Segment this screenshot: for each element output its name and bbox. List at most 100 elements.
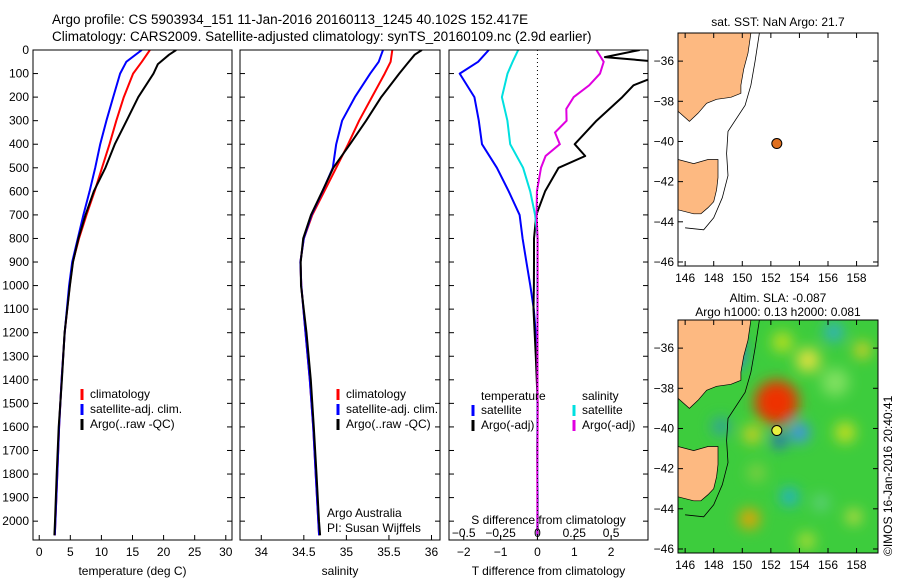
sla-map-lat-label: −36 [654,341,675,355]
temperature-series-satellite [53,50,143,536]
sla-map-australia-land [678,320,752,409]
diff-s-tick-label: −0.5 [452,526,476,540]
sla-map-sla-anomalies [711,322,871,549]
salinity-series-argo [299,50,423,536]
sst-map-shelf-contour [685,33,760,231]
diff-t-tick-label: 1 [571,545,578,559]
diff-t-tick-label: −2 [457,545,471,559]
sla-map-title: Altim. SLA: -0.087 [730,291,827,305]
header-line-2: Climatology: CARS2009. Satellite-adjuste… [52,29,592,44]
depth-tick-label: 1000 [2,279,29,293]
sla-map-lon-label: 152 [761,558,781,572]
institution-label: Argo Australia [327,506,402,520]
sla-map-anomaly-blob [739,508,760,529]
temperature-legend-label: Argo(..raw -QC) [90,417,175,431]
sla-map-anomaly-blob [780,487,799,506]
diff-t-tick-label: −1 [494,545,508,559]
depth-tick-label: 2000 [2,514,29,528]
sla-map-lat-label: −40 [654,421,675,435]
sla-map-anomaly-blob [846,509,861,524]
temperature-tick-label: 0 [36,545,43,559]
diff-t-tick-label: 2 [608,545,615,559]
sst-map-australia-land [678,33,752,122]
temperature-tick-label: 5 [67,545,74,559]
depth-tick-label: 1300 [2,349,29,363]
sla-map-lat-label: −44 [654,502,675,516]
depth-tick-label: 1600 [2,420,29,434]
diff-s-tick-label: 0.25 [563,526,587,540]
sla-map-lon-label: 150 [732,558,752,572]
depth-tick-label: 400 [9,137,29,151]
diff-legend-label: satellite [582,403,623,417]
sla-map-lat-label: −42 [654,462,675,476]
diff-legend-label: Argo(-adj) [481,418,534,432]
sst-map-argo-marker [771,138,783,150]
sst-map-lat-label: −46 [654,255,675,269]
sst-map-lon-label: 146 [675,271,695,285]
sla-map-anomaly-blob [743,425,762,444]
sst-map-lat-label: −42 [654,175,675,189]
salinity-tick-label: 36 [425,545,439,559]
sst-map-frame [677,32,879,267]
salinity-tick-label: 35 [340,545,354,559]
depth-tick-label: 800 [9,231,29,245]
header-line-1: Argo profile: CS 5903934_151 11-Jan-2016… [52,12,529,27]
sst-map-lon-label: 150 [732,271,752,285]
temperature-plot-frame [32,49,233,541]
sla-map-shelf-contour [685,320,760,518]
sla-map-lon-label: 158 [847,558,867,572]
diff-t-tick-label: 0 [534,545,541,559]
temperature-legend-label: climatology [90,387,150,401]
sla-map-anomaly-blob [772,433,787,448]
salinity-series-satellite [299,50,384,536]
diff-s-tick-label: −0.25 [485,526,516,540]
sla-map-anomaly-blob [835,422,856,443]
diff-s-axis-label: S difference from climatology [471,513,626,527]
sla-map-subtitle: Argo h1000: 0.13 h2000: 0.081 [695,305,861,319]
depth-tick-label: 100 [9,67,29,81]
depth-tick-label: 200 [9,90,29,104]
depth-tick-label: 1200 [2,326,29,340]
sla-map-lat-label: −38 [654,381,675,395]
diff-series-temperature-satellite [458,50,539,536]
sla-map-anomaly-blob [854,342,871,359]
temperature-tick-label: 10 [95,545,109,559]
sla-map-anomaly-blob [796,348,820,373]
depth-tick-label: 700 [9,208,29,222]
depth-tick-label: 0 [22,43,29,57]
depth-tick-label: 1800 [2,467,29,481]
sst-map-lat-label: −40 [654,134,675,148]
salinity-axis-label: salinity [322,564,359,578]
sst-map-lon-label: 148 [704,271,724,285]
diff-legend-title-temperature: temperature [481,389,546,403]
depth-tick-label: 1900 [2,491,29,505]
pi-label: PI: Susan Wijffels [327,521,421,535]
sla-map-tasmania-land [678,446,719,502]
sst-map-tasmania-land [678,159,719,215]
salinity-plot-frame [239,49,441,541]
sla-map-anomaly-blob [754,380,799,425]
salinity-tick-label: 34.5 [292,545,316,559]
depth-tick-label: 500 [9,161,29,175]
salinity-legend-label: satellite-adj. clim. [346,402,438,416]
depth-tick-label: 300 [9,114,29,128]
sla-map-lon-label: 148 [704,558,724,572]
sla-map-lon-label: 146 [675,558,695,572]
diff-legend-label: satellite [481,403,522,417]
sla-map-anomaly-blob [747,463,766,482]
depth-tick-label: 1700 [2,443,29,457]
imos-timestamp-label: ©IMOS 16-Jan-2016 20:40:41 [881,395,895,556]
sla-map-lon-label: 156 [818,558,838,572]
sla-map-anomaly-blob [812,494,829,511]
depth-tick-label: 1100 [3,302,29,316]
sla-map-lat-label: −46 [654,542,675,556]
depth-tick-label: 900 [9,255,29,269]
sla-map-anomaly-blob [772,332,793,353]
salinity-legend-label: Argo(..raw -QC) [346,417,431,431]
sla-map-anomaly-blob [821,368,850,397]
sst-map-lon-label: 154 [789,271,809,285]
depth-tick-label: 1400 [2,373,29,387]
temperature-axis-label: temperature (deg C) [78,564,186,578]
sla-map-anomaly-blob [789,422,810,443]
diff-plot-frame [448,49,649,541]
